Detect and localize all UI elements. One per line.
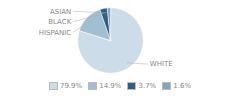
html-text:14.9%: 14.9% — [99, 82, 122, 90]
html-text:1.6%: 1.6% — [173, 82, 191, 90]
svg-text:WHITE: WHITE — [150, 60, 173, 68]
svg-text:BLACK: BLACK — [48, 18, 71, 26]
svg-text:HISPANIC: HISPANIC — [39, 29, 72, 37]
html-text:79.9%: 79.9% — [60, 82, 83, 90]
html-text:3.7%: 3.7% — [138, 82, 157, 90]
svg-text:ASIAN: ASIAN — [50, 8, 71, 16]
